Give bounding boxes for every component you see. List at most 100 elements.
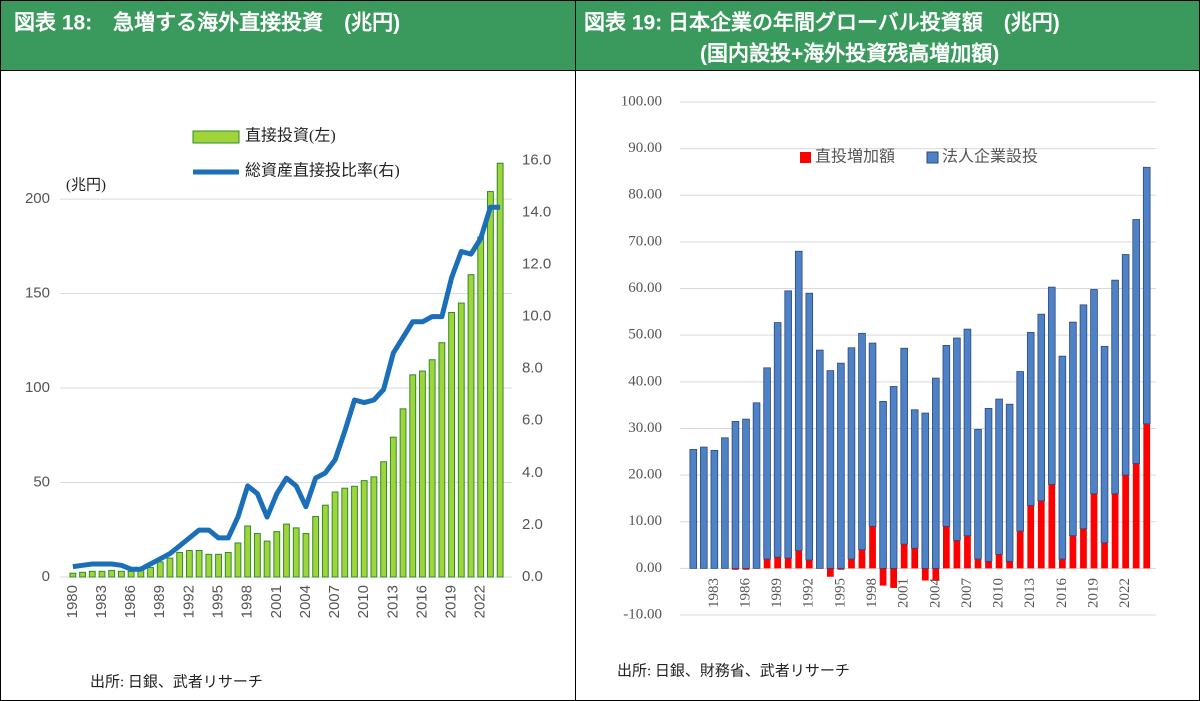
y-tick-label: 0	[42, 568, 50, 585]
bar	[108, 569, 116, 578]
bar-segment	[1122, 475, 1130, 569]
legend-swatch	[800, 152, 811, 163]
bar	[448, 311, 456, 578]
bar-segment	[816, 349, 824, 569]
y-tick-label: 20.00	[628, 467, 662, 483]
bar-segment	[932, 568, 940, 581]
bar-segment	[963, 328, 972, 537]
chart-title: 図表 18: 急増する海外直接投資 (兆円)	[14, 11, 400, 35]
bar	[79, 571, 86, 578]
bar-segment	[985, 561, 992, 569]
legend-label: 直投増加額	[815, 148, 895, 166]
y-tick-label: 150	[25, 285, 50, 302]
bar	[234, 542, 242, 578]
bar	[253, 533, 261, 578]
bar-segment	[900, 544, 908, 569]
bar	[147, 567, 154, 578]
bar	[419, 370, 426, 578]
bar-segment	[879, 568, 887, 586]
bar-segment	[910, 409, 919, 549]
bar-segment	[1069, 321, 1077, 537]
y-tick-label: 100.00	[621, 93, 662, 109]
bar-segment	[1058, 355, 1067, 560]
bar-segment	[995, 398, 1003, 555]
bar-segment	[953, 540, 961, 569]
y-tick-label: 40.00	[628, 373, 662, 389]
y-tick-label: 200	[25, 190, 50, 207]
bar	[263, 540, 271, 578]
bar	[370, 476, 378, 578]
bar	[487, 191, 494, 578]
bar	[185, 550, 193, 578]
x-tick-label: 1992	[180, 585, 197, 618]
y2-tick-label: 4.0	[522, 464, 543, 481]
bar-segment	[1142, 166, 1151, 425]
bar-segment	[942, 345, 951, 527]
bar-segment	[742, 568, 750, 570]
bar-segment	[868, 342, 877, 527]
bar	[69, 572, 77, 578]
bar	[98, 570, 106, 578]
bar-segment	[932, 377, 940, 569]
legend-label: 法人企業設投	[942, 148, 1038, 166]
y-tick-label: 60.00	[628, 280, 662, 296]
bar-segment	[1143, 423, 1151, 569]
bar-segment	[858, 549, 866, 569]
bar-segment	[763, 367, 771, 560]
bar-segment	[721, 437, 729, 569]
bar	[166, 557, 174, 578]
legend-label: 直接投資(左)	[245, 127, 336, 145]
x-tick-label: 1983	[93, 585, 110, 618]
y2-tick-label: 10.0	[522, 308, 551, 325]
y-tick-label: 30.00	[628, 420, 662, 436]
bar-segment	[805, 559, 813, 569]
x-tick-label: 1998	[239, 585, 256, 618]
y2-tick-label: 14.0	[522, 203, 551, 220]
bar	[273, 531, 281, 578]
bar-segment	[700, 446, 708, 569]
bar	[331, 491, 339, 578]
bar-segment	[1079, 304, 1088, 530]
y2-tick-label: 6.0	[522, 412, 543, 429]
bar-segment	[900, 347, 908, 545]
y-tick-label: 100	[25, 379, 50, 396]
bar	[224, 551, 232, 578]
x-tick-label: 2022	[472, 585, 489, 618]
bar	[292, 527, 300, 578]
bar	[457, 302, 465, 578]
y2-tick-label: 16.0	[522, 151, 551, 168]
y-tick-label: -10.00	[623, 606, 662, 622]
bar-segment	[974, 559, 982, 569]
x-tick-label: 1983	[706, 578, 722, 608]
bar-segment	[889, 386, 898, 569]
x-tick-label: 2019	[443, 585, 460, 618]
y2-tick-label: 12.0	[522, 256, 551, 273]
bar-segment	[1048, 286, 1056, 485]
bar-segment	[1090, 493, 1098, 569]
bar-segment	[879, 401, 887, 569]
bar-segment	[921, 568, 929, 581]
bar-segment	[984, 408, 993, 562]
x-tick-label: 2001	[896, 578, 912, 608]
x-tick-label: 1980	[64, 585, 81, 618]
bar-segment	[911, 548, 919, 569]
line	[72, 204, 501, 572]
bar	[205, 553, 213, 578]
bar-segment	[1037, 500, 1045, 569]
bar	[360, 480, 368, 578]
bar-segment	[847, 347, 856, 560]
bar-segment	[732, 568, 739, 570]
bar-segment	[794, 250, 803, 552]
bar	[302, 533, 310, 578]
bar-segment	[731, 421, 740, 569]
x-tick-label: 2010	[355, 585, 372, 618]
y-tick-label: 70.00	[628, 233, 662, 249]
bar-segment	[826, 568, 834, 577]
x-tick-label: 2019	[1085, 578, 1101, 608]
x-tick-label: 1986	[122, 585, 139, 618]
unit-label: (兆円)	[66, 176, 106, 193]
bar-segment	[921, 412, 930, 569]
bar-segment	[773, 322, 782, 558]
bar-segment	[1121, 254, 1130, 476]
